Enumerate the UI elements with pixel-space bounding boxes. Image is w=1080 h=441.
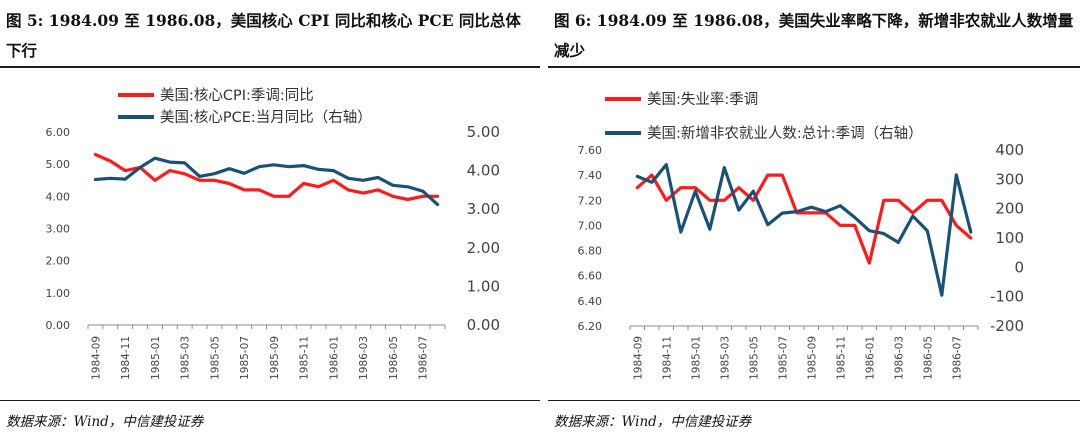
figure-title: 图 6: 1984.09 至 1986.08，美国失业率略下降，新增非农就业人数…	[554, 11, 1074, 60]
x-tick-label: 1986-07	[418, 336, 430, 380]
y-left-tick-label: 3.00	[46, 223, 71, 236]
y-left-tick-label: 6.60	[578, 270, 603, 283]
x-tick-label: 1986-05	[388, 336, 400, 380]
y-right-tick-label: 5.00	[467, 123, 500, 141]
y-left-tick-label: 7.40	[578, 169, 603, 182]
y-right-tick-label: 400	[995, 141, 1024, 159]
x-tick-label: 1984-09	[90, 336, 102, 380]
x-tick-label: 1986-07	[951, 336, 963, 380]
x-tick-label: 1985-07	[777, 336, 789, 380]
y-left-tick-label: 6.80	[578, 245, 603, 258]
x-tick-label: 1986-03	[358, 336, 370, 380]
x-tick-label: 1986-01	[328, 336, 340, 380]
y-right-tick-label: 300	[995, 170, 1024, 188]
x-tick-label: 1986-03	[893, 336, 905, 380]
y-right-tick-label: 200	[995, 200, 1024, 218]
x-tick-label: 1985-01	[690, 336, 702, 380]
y-left-tick-label: 6.40	[578, 295, 603, 308]
source-rule	[548, 400, 1080, 401]
chart-panel-left: 图 5: 1984.09 至 1986.08，美国核心 CPI 同比和核心 PC…	[0, 11, 540, 430]
x-tick-label: 1984-09	[632, 336, 644, 380]
source-note: 数据来源：Wind，中信建投证券	[554, 414, 752, 430]
x-tick-label: 1985-07	[239, 336, 251, 380]
x-tick-label: 1986-05	[922, 336, 934, 380]
title-rule	[548, 66, 1080, 68]
y-right-tick-label: 1.00	[467, 277, 500, 295]
y-right-tick-label: 0.00	[467, 316, 500, 334]
legend-label: 美国:失业率:季调	[647, 91, 758, 108]
source-note: 数据来源：Wind，中信建投证券	[6, 414, 204, 430]
legend-label: 美国:核心PCE:当月同比（右轴）	[160, 109, 372, 126]
y-left-tick-label: 6.20	[578, 320, 603, 333]
y-left-tick-label: 5.00	[46, 158, 71, 171]
legend-label: 美国:核心CPI:季调:同比	[160, 87, 314, 104]
series-line-left	[93, 152, 440, 202]
y-right-tick-label: 100	[995, 229, 1024, 247]
y-right-tick-label: 0	[1014, 258, 1024, 276]
series-line-right	[93, 156, 440, 207]
y-left-tick-label: 7.00	[578, 219, 603, 232]
x-tick-label: 1985-01	[150, 336, 162, 380]
x-tick-label: 1985-05	[209, 336, 221, 380]
y-left-tick-label: 2.00	[46, 255, 71, 268]
x-tick-label: 1986-01	[864, 336, 876, 380]
y-right-tick-label: 2.00	[467, 239, 500, 257]
y-left-tick-label: 7.60	[578, 144, 603, 157]
x-tick-label: 1985-05	[748, 336, 760, 380]
y-right-tick-label: 3.00	[467, 200, 500, 218]
y-left-tick-label: 0.00	[46, 319, 71, 332]
y-right-tick-label: -200	[990, 317, 1024, 335]
x-tick-label: 1985-03	[180, 336, 192, 380]
y-right-tick-label: -100	[990, 288, 1024, 306]
y-left-tick-label: 7.20	[578, 194, 603, 207]
x-tick-label: 1985-09	[269, 336, 281, 380]
x-tick-label: 1984-11	[120, 336, 132, 380]
x-tick-label: 1985-03	[719, 336, 731, 380]
source-rule	[0, 400, 540, 401]
y-right-tick-label: 4.00	[467, 162, 500, 180]
series-line-right	[635, 163, 973, 297]
x-tick-label: 1984-11	[661, 336, 673, 380]
figure-title: 图 5: 1984.09 至 1986.08，美国核心 CPI 同比和核心 PC…	[6, 11, 521, 60]
x-tick-label: 1985-09	[806, 336, 818, 380]
chart-panel-right: 图 6: 1984.09 至 1986.08，美国失业率略下降，新增非农就业人数…	[548, 0, 1080, 441]
series-line-left	[635, 173, 973, 265]
core-inflation-chart: 0.00 1.00 2.00 3.00 4.00 5.00 6.00 0.00 1.00 2.00…	[46, 87, 501, 380]
x-tick-label: 1985-11	[835, 336, 847, 380]
legend-label: 美国:新增非农就业人数:总计:季调（右轴）	[647, 125, 923, 142]
y-left-tick-label: 1.00	[46, 287, 71, 300]
x-tick-label: 1985-11	[299, 336, 311, 380]
y-left-tick-label: 4.00	[46, 190, 71, 203]
y-left-tick-label: 6.00	[46, 126, 71, 139]
title-rule	[0, 66, 540, 68]
labor-market-chart: 6.20 6.40 6.60 6.80 7.00 7.20 7.40 7.60 -200 -100…	[578, 91, 1025, 380]
